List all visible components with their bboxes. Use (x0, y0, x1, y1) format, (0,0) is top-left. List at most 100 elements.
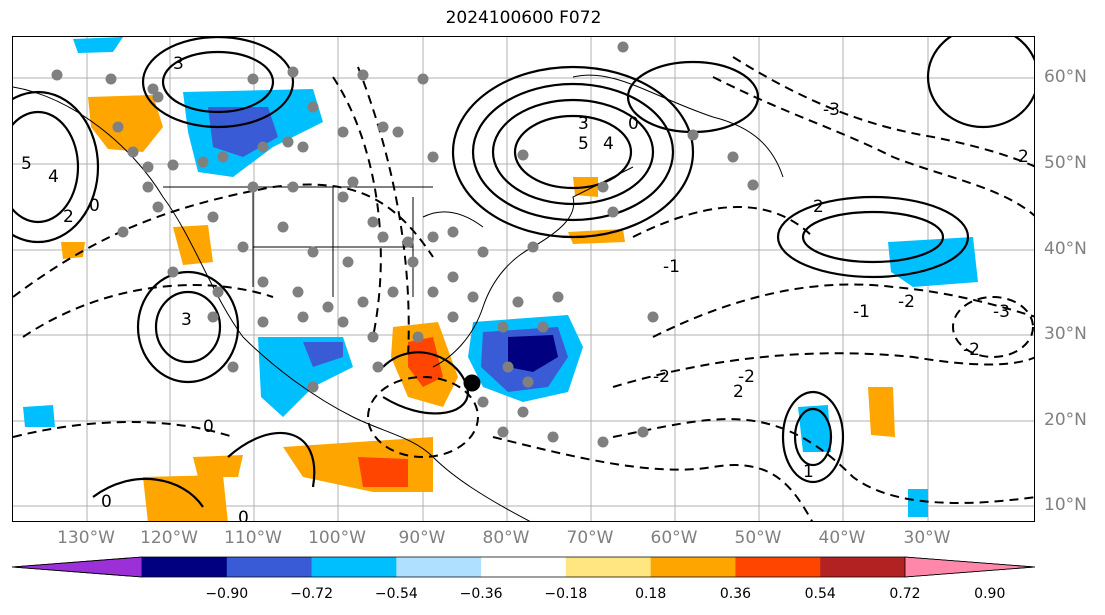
longitude-label: 90°W (398, 528, 446, 548)
station-dot (117, 226, 129, 238)
station-dot (597, 181, 609, 193)
colorbar-segment (142, 557, 228, 577)
station-dot (387, 286, 399, 298)
colorbar-segment (396, 557, 482, 577)
contour-label: -2 (653, 367, 670, 387)
station-dot (247, 181, 259, 193)
contour-label: 3 (181, 310, 192, 330)
colorbar-tick-label: −0.18 (544, 586, 588, 602)
colorbar-segment (311, 557, 397, 577)
station-dot (112, 121, 124, 133)
station-dot (257, 141, 269, 153)
station-dot (342, 256, 354, 268)
station-dot (357, 69, 369, 81)
station-dot (322, 301, 334, 313)
shade-blue-se (908, 489, 928, 517)
shade-orange-nw (88, 95, 163, 152)
shade-midblue-mexico (303, 342, 343, 367)
station-dot (497, 321, 509, 333)
longitude-label: 60°W (650, 528, 698, 548)
colorbar-segment (481, 557, 567, 577)
station-dot (357, 296, 369, 308)
latitude-label: 10°N (1044, 495, 1087, 515)
contour-label: -2 (963, 340, 980, 360)
station-dot (617, 41, 629, 53)
colorbar-tick-label: 0.72 (889, 586, 921, 602)
station-dot (597, 436, 609, 448)
station-dot (367, 216, 379, 228)
station-dot (447, 311, 459, 323)
contour-label: -2 (898, 292, 915, 312)
station-dot (127, 146, 139, 158)
negative-contours (13, 56, 1034, 521)
contour-label: 1 (803, 462, 814, 482)
colorbar-tick-label: −0.72 (290, 586, 333, 602)
station-dot (257, 316, 269, 328)
station-dot (537, 321, 549, 333)
colorbar-segment (565, 557, 652, 577)
station-dot (402, 236, 414, 248)
station-dot (377, 121, 389, 133)
longitude-label: 40°W (818, 528, 866, 548)
station-dot (417, 73, 429, 85)
station-dot (292, 286, 304, 298)
station-dot (297, 311, 309, 323)
station-dot (105, 73, 117, 85)
latitude-label: 30°N (1044, 324, 1087, 344)
station-dot (377, 231, 389, 243)
map-title: 2024100600 F072 (445, 8, 602, 28)
colorbar-segment (650, 557, 736, 577)
station-dot (337, 126, 349, 138)
station-dot (167, 266, 179, 278)
station-dot (467, 291, 479, 303)
shade-orange-small-w (61, 242, 85, 259)
station-dot (227, 361, 239, 373)
contour-label: -1 (853, 302, 870, 322)
colorbar-tick-label: 0.54 (804, 586, 836, 602)
station-dot (502, 361, 514, 373)
map-panel: 3 5 4 3 5 4 3 2 0 -1 -2 -2 -2 -3 -3 0 0 … (12, 36, 1035, 522)
station-dot (647, 311, 659, 323)
longitude-label: 120°W (140, 528, 198, 548)
station-dot (337, 316, 349, 328)
station-dot (367, 331, 379, 343)
station-dot (477, 396, 489, 408)
colorbar-tick-label: 0.90 (974, 586, 1006, 602)
station-dot (152, 201, 164, 213)
station-dot (547, 431, 559, 443)
shade-orange-sw2 (193, 455, 243, 477)
station-dot (282, 136, 294, 148)
colorbar-tick-label: −0.54 (374, 586, 418, 602)
longitude-label: 80°W (482, 528, 530, 548)
station-dot (552, 291, 564, 303)
contour-label: -3 (993, 302, 1010, 322)
longitude-label: 30°W (903, 528, 951, 548)
station-dot (307, 246, 319, 258)
longitude-label: 50°W (734, 528, 782, 548)
station-dot (207, 211, 219, 223)
station-dot (412, 331, 424, 343)
colorbar-tick-label: −0.90 (205, 586, 249, 602)
station-dot (337, 191, 349, 203)
contour-label: 2 (63, 207, 74, 227)
station-dot (287, 66, 299, 78)
station-dot (152, 91, 164, 103)
station-dots (51, 41, 759, 448)
contour-label: 0 (628, 114, 639, 134)
station-dot (727, 151, 739, 163)
graticule (13, 37, 1034, 521)
station-dot (307, 381, 319, 393)
longitude-label: 130°W (57, 528, 115, 548)
latitude-label: 20°N (1044, 410, 1087, 430)
station-dot (147, 83, 159, 95)
shade-red-gulf (408, 337, 443, 387)
station-dot (447, 226, 459, 238)
station-dot (347, 176, 359, 188)
station-dot (217, 151, 229, 163)
contour-label: 4 (603, 134, 614, 154)
station-dot (257, 276, 269, 288)
station-dot (427, 286, 439, 298)
longitude-label: 70°W (566, 528, 614, 548)
latitude-label: 50°N (1044, 153, 1087, 173)
shade-blue-sw (23, 405, 55, 427)
